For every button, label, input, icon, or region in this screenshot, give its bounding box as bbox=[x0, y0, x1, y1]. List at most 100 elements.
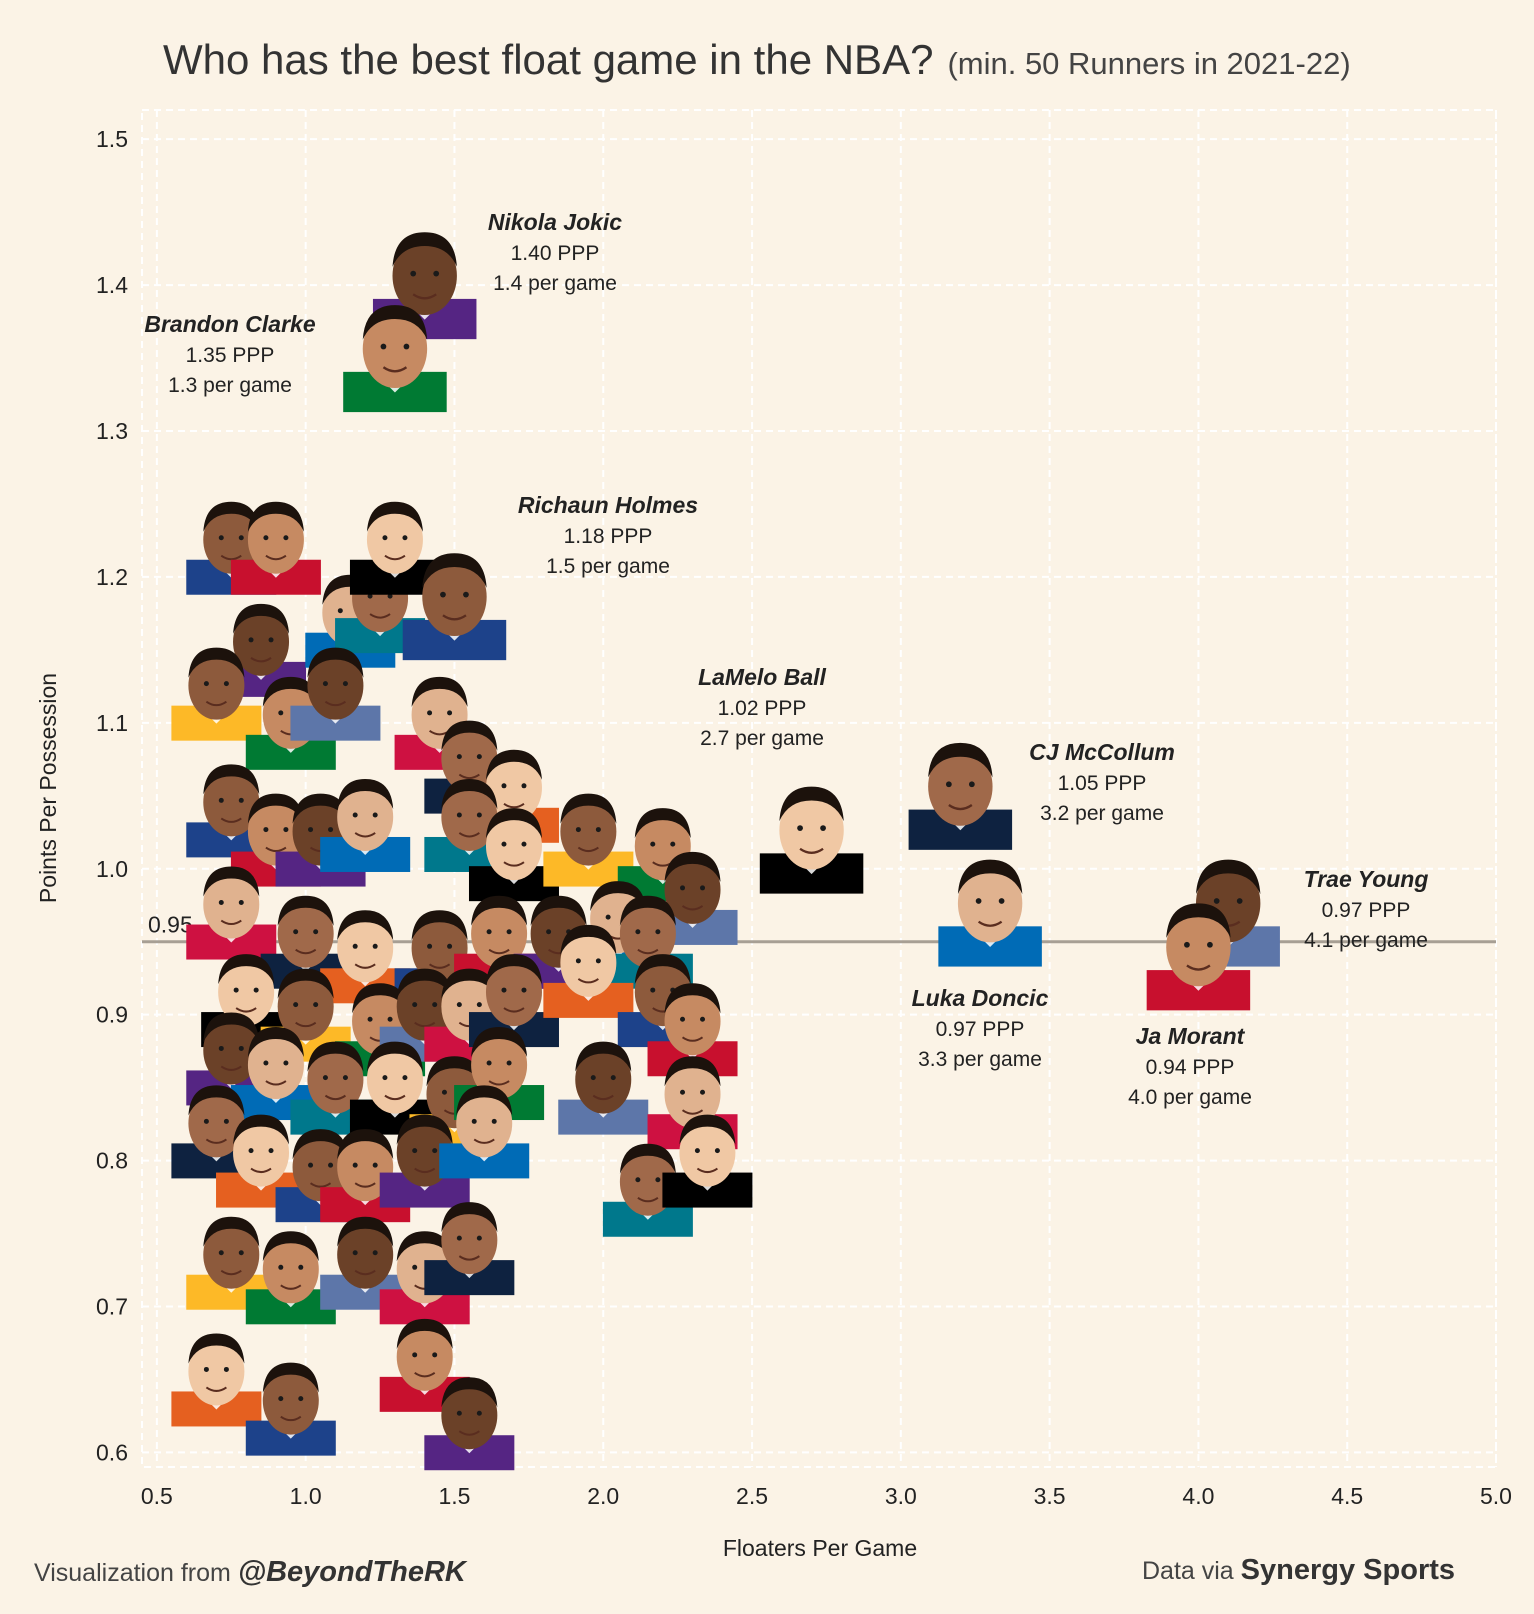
face-shape bbox=[560, 928, 617, 997]
chart-title: Who has the best float game in the NBA? bbox=[163, 36, 934, 83]
face-shape bbox=[441, 1206, 498, 1275]
hair-shape bbox=[471, 895, 528, 926]
annotations: Nikola Jokic 1.40 PPP 1.4 per game Brandon … bbox=[144, 209, 1428, 1109]
eye-shape bbox=[412, 1352, 418, 1358]
player-marker[interactable] bbox=[349, 501, 440, 595]
player-marker[interactable] bbox=[424, 1202, 515, 1296]
annotation-per-game: 4.1 per game bbox=[1304, 929, 1428, 952]
player-marker[interactable] bbox=[424, 1377, 515, 1471]
mouth-shape bbox=[577, 846, 599, 853]
player-marker[interactable] bbox=[171, 647, 262, 741]
points-group bbox=[171, 232, 1280, 1471]
player-marker[interactable] bbox=[230, 1027, 321, 1121]
hair-shape bbox=[188, 1085, 245, 1116]
hair-shape bbox=[485, 749, 542, 780]
hair-shape bbox=[362, 305, 428, 340]
eye-shape bbox=[278, 1264, 284, 1270]
mouth-shape bbox=[205, 1386, 227, 1392]
hair-shape bbox=[664, 851, 721, 882]
player-marker[interactable] bbox=[186, 866, 277, 960]
eye-shape bbox=[283, 1060, 289, 1066]
eye-shape bbox=[352, 1250, 358, 1256]
eye-shape bbox=[432, 1148, 438, 1154]
eye-shape bbox=[322, 681, 328, 687]
mouth-shape bbox=[205, 700, 227, 707]
player-marker[interactable] bbox=[647, 851, 738, 945]
eye-shape bbox=[278, 1396, 284, 1402]
hair-shape bbox=[366, 1041, 423, 1072]
hair-shape bbox=[441, 1202, 498, 1233]
grid bbox=[141, 109, 1497, 1468]
hair-shape bbox=[218, 954, 275, 985]
player-marker[interactable] bbox=[290, 647, 381, 741]
annotation-name: Trae Young bbox=[1304, 866, 1429, 892]
eye-shape bbox=[595, 958, 601, 964]
eye-shape bbox=[506, 929, 512, 935]
hair-shape bbox=[779, 786, 844, 822]
eye-shape bbox=[975, 898, 982, 904]
labeled-player-marker[interactable] bbox=[402, 553, 507, 661]
x-tick-label: 3.0 bbox=[885, 1483, 917, 1509]
player-marker[interactable] bbox=[186, 764, 277, 858]
eye-shape bbox=[700, 1016, 706, 1022]
eye-shape bbox=[447, 710, 453, 716]
labeled-player-marker[interactable] bbox=[938, 859, 1042, 967]
player-marker[interactable] bbox=[543, 924, 634, 1018]
mouth-shape bbox=[280, 1415, 302, 1422]
y-tick-label: 0.6 bbox=[96, 1439, 128, 1465]
face-shape bbox=[422, 557, 487, 637]
eye-shape bbox=[328, 827, 334, 833]
eye-shape bbox=[432, 1002, 438, 1008]
player-marker[interactable] bbox=[171, 1333, 262, 1427]
eye-shape bbox=[218, 900, 224, 906]
eye-shape bbox=[820, 825, 826, 831]
player-marker[interactable] bbox=[439, 1085, 530, 1179]
footer-credit: Visualization from @BeyondTheRK bbox=[34, 1556, 466, 1589]
player-marker[interactable] bbox=[558, 1041, 649, 1135]
player-marker[interactable] bbox=[662, 1114, 753, 1208]
footer-credit-handle[interactable]: @BeyondTheRK bbox=[237, 1556, 466, 1588]
y-axis-title: Points Per Possession bbox=[35, 673, 61, 903]
player-marker[interactable] bbox=[602, 1143, 693, 1237]
eye-shape bbox=[382, 535, 388, 541]
eye-shape bbox=[456, 1235, 462, 1241]
hair-shape bbox=[471, 1027, 528, 1058]
mouth-shape bbox=[295, 1021, 317, 1028]
labeled-player-marker[interactable] bbox=[908, 742, 1013, 850]
player-marker[interactable] bbox=[379, 1114, 470, 1208]
annotation-name: Luka Doncic bbox=[912, 985, 1049, 1011]
mouth-shape bbox=[681, 905, 704, 911]
face-shape bbox=[203, 870, 260, 939]
eye-shape bbox=[263, 1060, 269, 1066]
face-shape bbox=[619, 899, 676, 968]
labeled-player-marker[interactable] bbox=[343, 305, 447, 413]
eye-shape bbox=[476, 812, 482, 818]
face-shape bbox=[262, 1366, 319, 1435]
player-marker[interactable] bbox=[245, 1362, 336, 1456]
hair-shape bbox=[337, 910, 394, 941]
labeled-player-marker[interactable] bbox=[1146, 903, 1251, 1011]
face-shape bbox=[664, 855, 721, 924]
face-shape bbox=[664, 1060, 721, 1129]
eye-shape bbox=[797, 825, 803, 831]
player-marker[interactable] bbox=[320, 778, 411, 872]
annotation-name: CJ McCollum bbox=[1029, 739, 1175, 765]
eye-shape bbox=[680, 1089, 686, 1095]
eye-shape bbox=[298, 1264, 304, 1270]
labeled-player-marker[interactable] bbox=[759, 786, 864, 894]
mouth-shape bbox=[592, 1094, 614, 1101]
face-shape bbox=[203, 1220, 260, 1289]
hair-shape bbox=[396, 968, 453, 999]
eye-shape bbox=[680, 1016, 686, 1022]
mouth-shape bbox=[354, 1269, 376, 1276]
face-shape bbox=[928, 747, 993, 826]
face-shape bbox=[471, 899, 528, 968]
eye-shape bbox=[441, 1089, 447, 1095]
hair-shape bbox=[560, 793, 617, 824]
eye-shape bbox=[700, 1089, 706, 1095]
mouth-shape bbox=[324, 1094, 347, 1101]
hair-shape bbox=[392, 232, 457, 267]
mouth-shape bbox=[382, 366, 408, 373]
player-marker[interactable] bbox=[230, 501, 321, 595]
eye-shape bbox=[1184, 941, 1190, 948]
